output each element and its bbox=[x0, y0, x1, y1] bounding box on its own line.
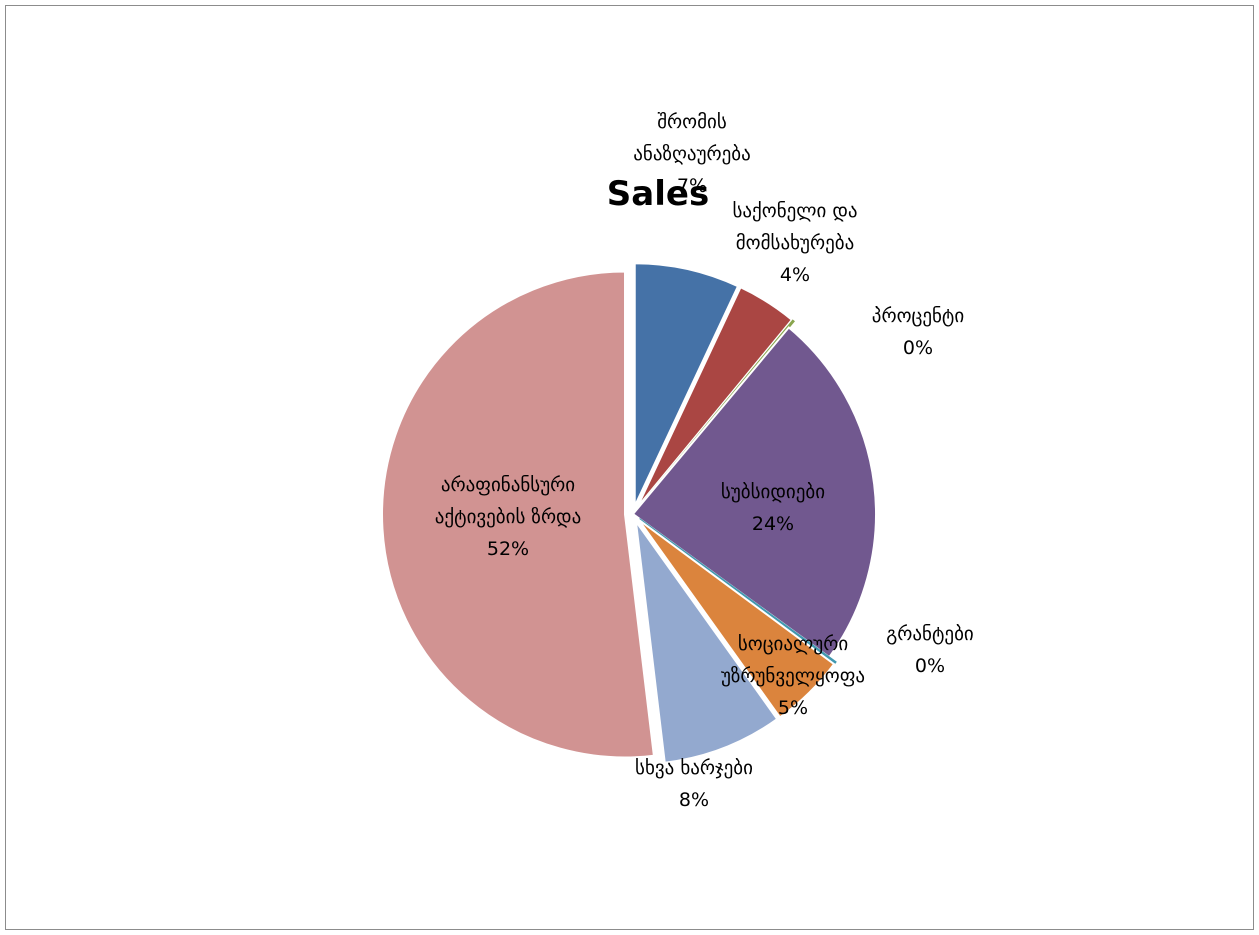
pie-slices bbox=[381, 262, 877, 764]
data-label-6: სოციალური უზრუნველყოფა 5% bbox=[721, 633, 865, 719]
data-label-category: სხვა ხარჯები bbox=[635, 757, 753, 779]
data-label-percent: 7% bbox=[677, 175, 707, 197]
data-label-8: არაფინანსური აქტივების ზრდა 52% bbox=[435, 474, 582, 560]
pie-slice-6 bbox=[637, 518, 836, 719]
pie-slice-7 bbox=[634, 520, 779, 764]
pie-slice-1 bbox=[633, 262, 740, 507]
data-label-category: საქონელი და bbox=[732, 200, 857, 222]
data-label-percent: 52% bbox=[487, 538, 529, 560]
data-label-category: აქტივების ზრდა bbox=[435, 506, 582, 528]
pie-slice-4 bbox=[631, 326, 877, 659]
data-label-2: საქონელი და მომსახურება 4% bbox=[732, 200, 857, 286]
data-label-percent: 0% bbox=[915, 655, 945, 677]
pie-slice-8 bbox=[381, 270, 656, 759]
data-label-category: ანაზღაურება bbox=[633, 143, 751, 165]
data-label-4: სუბსიდიები 24% bbox=[721, 481, 825, 535]
chart-area bbox=[5, 5, 1254, 930]
data-label-category: პროცენტი bbox=[872, 305, 964, 327]
data-label-category: გრანტები bbox=[886, 623, 974, 645]
data-label-percent: 24% bbox=[752, 513, 794, 535]
data-label-1: შრომის ანაზღაურება 7% bbox=[633, 111, 751, 197]
data-label-category: მომსახურება bbox=[736, 232, 854, 254]
data-label-category: უზრუნველყოფა bbox=[721, 665, 865, 687]
data-label-percent: 0% bbox=[903, 337, 933, 359]
data-label-percent: 8% bbox=[679, 789, 709, 811]
data-label-3: პროცენტი 0% bbox=[872, 305, 964, 359]
chart-title: Sales bbox=[607, 174, 709, 214]
data-label-category: სუბსიდიები bbox=[721, 481, 825, 503]
data-label-percent: 5% bbox=[778, 697, 808, 719]
pie-slice-2 bbox=[636, 285, 794, 508]
data-label-category: არაფინანსური bbox=[441, 474, 575, 496]
data-label-category: სოციალური bbox=[738, 633, 848, 655]
data-label-category: შრომის bbox=[657, 111, 727, 133]
data-label-7: სხვა ხარჯები 8% bbox=[635, 757, 753, 811]
data-label-percent: 4% bbox=[780, 264, 810, 286]
data-label-5: გრანტები 0% bbox=[886, 623, 974, 677]
data-labels: შრომის ანაზღაურება 7% საქონელი და მომსახურებ… bbox=[435, 111, 974, 811]
pie-slice-5 bbox=[639, 518, 837, 665]
